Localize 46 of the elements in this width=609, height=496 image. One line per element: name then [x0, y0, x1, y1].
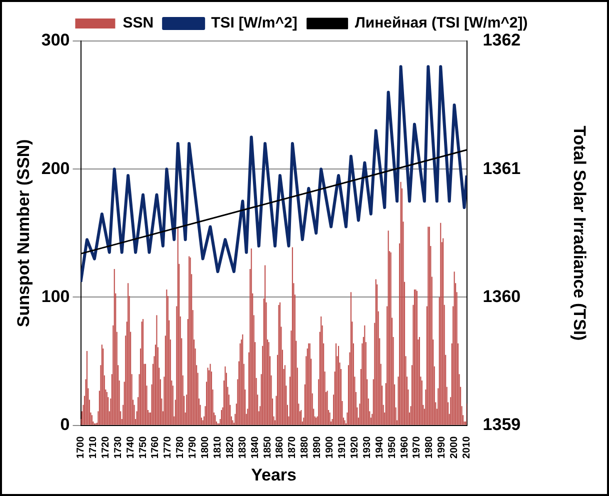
x-tick-label: 1840	[250, 436, 261, 459]
x-tick-label: 1820	[224, 436, 236, 459]
x-tick-label: 1870	[287, 436, 298, 459]
x-tick-label: 1940	[374, 436, 386, 459]
x-tick-label: 1980	[424, 436, 436, 459]
x-tick-label: 1930	[362, 436, 373, 459]
x-tick-label: 1860	[274, 436, 286, 459]
x-tick-label: 1780	[175, 436, 186, 459]
x-tick-label: 1900	[324, 436, 336, 459]
x-tick-label: 1760	[150, 436, 162, 459]
x-tick-label: 1950	[386, 436, 398, 459]
legend-label: TSI [W/m^2]	[211, 14, 298, 32]
x-tick-label: 1770	[162, 436, 174, 459]
y2-axis-title: Total Solar Irradiance (TSI)	[570, 126, 590, 341]
y2-tick-label: 1362	[482, 30, 521, 50]
x-tick-label: 1790	[188, 436, 199, 459]
x-tick-label: 1960	[399, 436, 410, 459]
x-tick-label: 1990	[436, 436, 448, 459]
x-tick-label: 1700	[76, 436, 87, 459]
x-tick-label: 1750	[138, 436, 149, 459]
x-tick-label: 1720	[100, 436, 112, 459]
y2-tick-label: 1361	[482, 158, 521, 178]
x-tick-label: 1740	[125, 436, 136, 459]
x-tick-label: 1730	[112, 436, 124, 459]
x-tick-label: 1850	[262, 436, 274, 459]
x-tick-label: 1880	[300, 436, 311, 459]
y-axis-title: Sunspot Number (SSN)	[14, 139, 33, 328]
y2-tick-label: 1360	[482, 286, 521, 306]
x-tick-label: 1910	[337, 436, 348, 459]
x-axis-title: Years	[251, 465, 296, 484]
y2-tick-label: 1359	[482, 415, 521, 434]
y-tick-label: 300	[41, 30, 70, 50]
x-tick-label: 1810	[212, 436, 224, 459]
y-tick-label: 0	[60, 415, 70, 434]
x-tick-label: 1890	[312, 436, 324, 459]
legend-label: Линейная (TSI [W/m^2])	[354, 14, 528, 32]
legend-label: SSN	[122, 14, 154, 32]
x-tick-label: 1830	[237, 436, 248, 459]
x-tick-label: 1800	[200, 436, 212, 459]
x-tick-label: 2000	[449, 436, 460, 459]
x-tick-label: 1970	[412, 436, 423, 459]
x-tick-label: 2010	[462, 436, 473, 459]
x-tick-label: 1710	[88, 436, 99, 459]
y-tick-label: 200	[41, 158, 70, 178]
y-tick-label: 100	[41, 286, 70, 306]
x-tick-label: 1920	[349, 436, 360, 459]
